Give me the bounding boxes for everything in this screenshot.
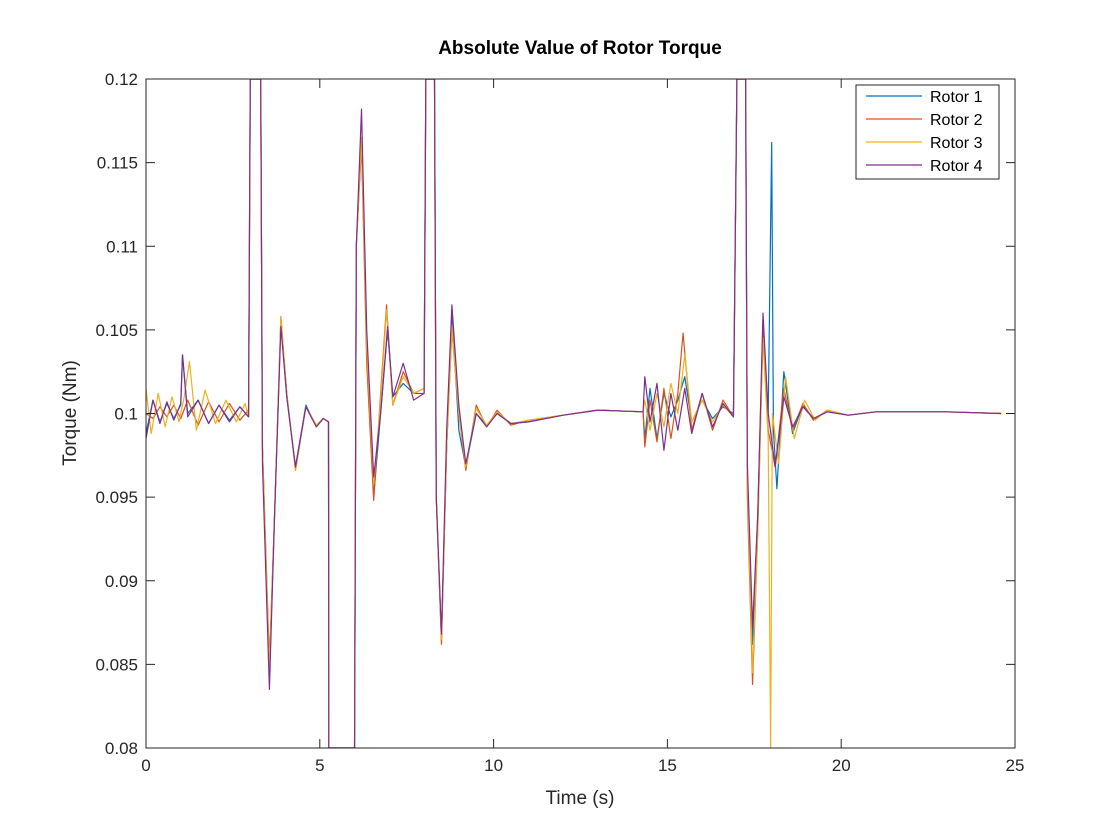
legend: Rotor 1 Rotor 2 Rotor 3 Rotor 4 [855, 84, 1000, 180]
legend-label-rotor-3: Rotor 3 [930, 135, 983, 152]
x-axis-ticks: 0 5 10 15 20 25 [141, 79, 1024, 775]
y-axis-label: Torque (Nm) [60, 360, 81, 466]
y-tick-label: 0.085 [95, 655, 138, 674]
y-tick-label: 0.095 [95, 488, 138, 507]
series-line-rotor-4 [146, 79, 1002, 748]
y-tick-label: 0.105 [95, 321, 138, 340]
x-tick-label: 20 [832, 756, 851, 775]
legend-box [855, 84, 1000, 180]
legend-label-rotor-2: Rotor 2 [930, 112, 983, 129]
y-tick-label: 0.1 [114, 405, 138, 424]
x-tick-label: 10 [484, 756, 503, 775]
x-axis-label: Time (s) [546, 788, 615, 809]
chart-title: Absolute Value of Rotor Torque [438, 38, 722, 59]
plot-area: 0 5 10 15 20 25 0.08 0.085 0.09 0.095 0.1 0.105 0.1… [95, 70, 1024, 775]
x-tick-label: 15 [658, 756, 677, 775]
x-tick-label: 0 [141, 756, 150, 775]
y-tick-label: 0.115 [97, 154, 138, 173]
y-tick-label: 0.09 [105, 572, 138, 591]
y-tick-label: 0.11 [106, 237, 138, 256]
series-layer [146, 79, 1002, 748]
legend-label-rotor-4: Rotor 4 [930, 158, 983, 175]
y-tick-label: 0.12 [105, 70, 138, 89]
x-tick-label: 5 [315, 756, 324, 775]
y-axis-ticks: 0.08 0.085 0.09 0.095 0.1 0.105 0.11 0.115 0.12 [95, 70, 1015, 758]
legend-label-rotor-1: Rotor 1 [930, 89, 983, 106]
x-tick-label: 25 [1006, 756, 1025, 775]
y-tick-label: 0.08 [105, 739, 138, 758]
